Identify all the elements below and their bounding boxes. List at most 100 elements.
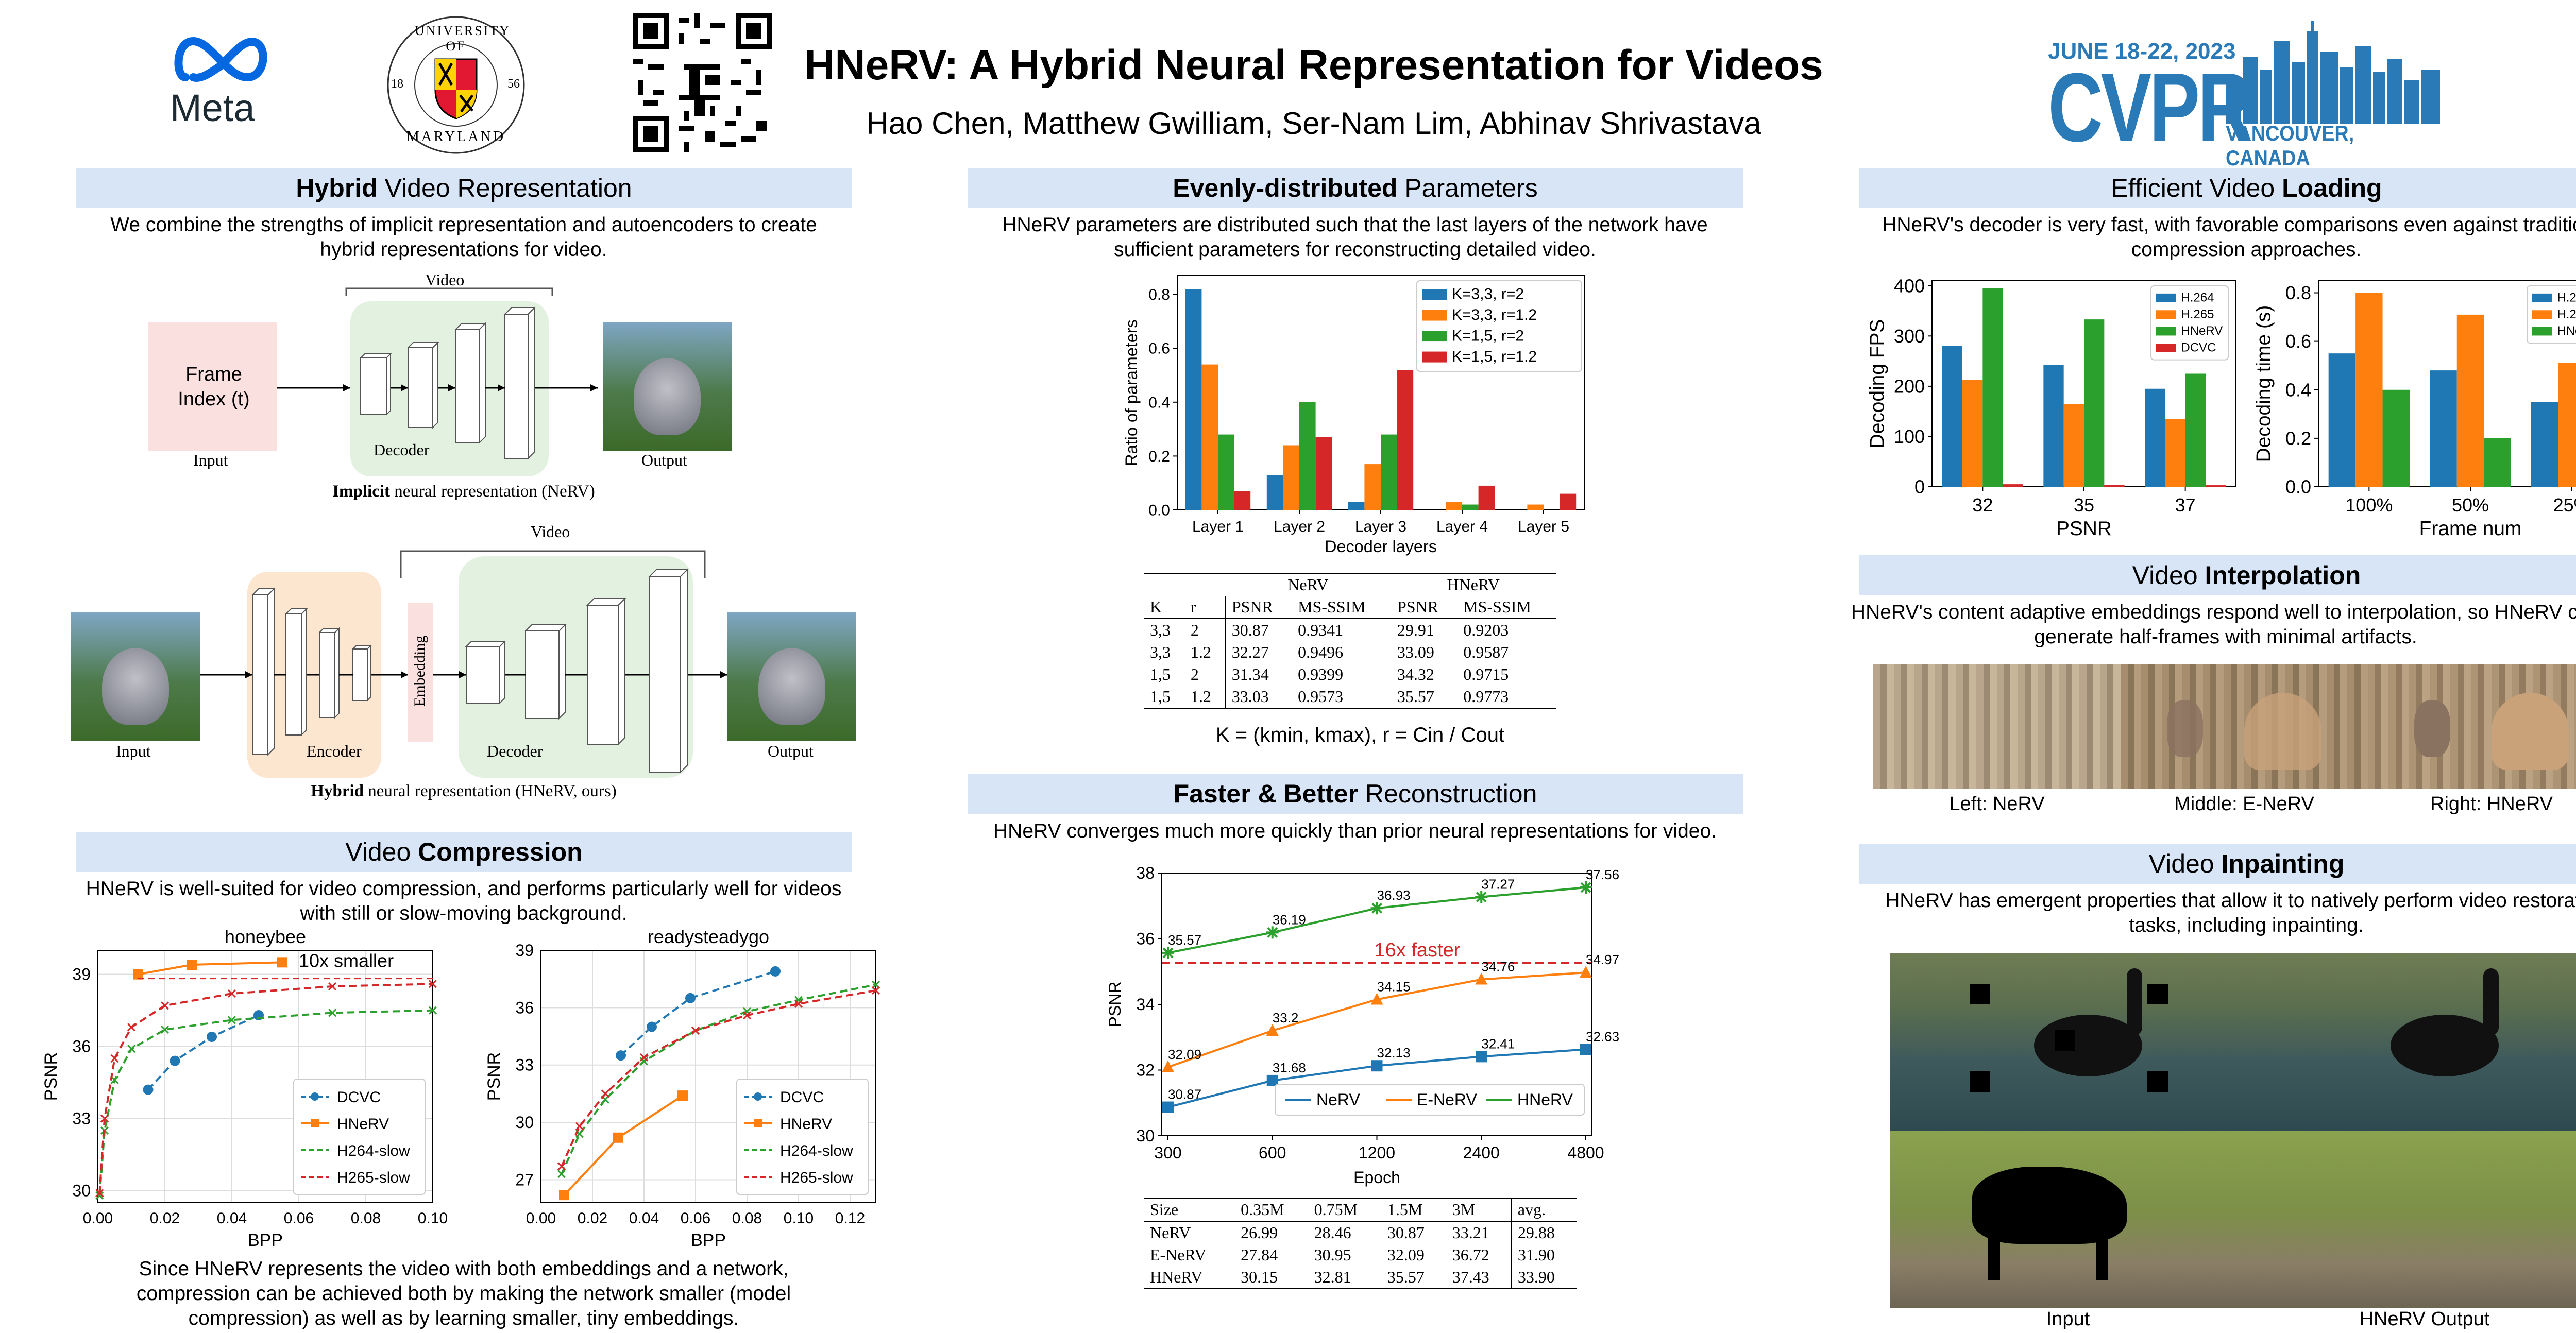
qr-code[interactable] [633, 13, 772, 152]
compression-body: HNeRV is well-suited for video compressi… [86, 878, 842, 925]
data-point [328, 982, 337, 991]
honeybee-chart: honeybee 0.00 0.02 0.04 0.06 0.08 0.10 30 33 36 39… [41, 926, 448, 1250]
hybrid-caption: Hybrid neural representation (HNeRV, our… [155, 782, 773, 801]
loading-header: Efficient Video Loading [1859, 168, 2576, 208]
y-tick-label: 0.0 [2285, 476, 2311, 498]
hybrid-caption-rest: neural representation (HNeRV, ours) [364, 782, 617, 800]
interp-frame-middle [2121, 664, 2368, 789]
swan-neck [2483, 968, 2499, 1035]
mask-square [2147, 1071, 2168, 1092]
meta-infinity-icon [174, 37, 267, 82]
x-axis-label: Epoch [1353, 1168, 1400, 1187]
bar [2430, 370, 2457, 487]
bar [2003, 484, 2023, 487]
cvpr-date: JUNE 18-22, 2023 [2048, 39, 2236, 64]
legend-label: HNeRV [337, 1116, 389, 1133]
data-point [685, 993, 696, 1003]
data-label: 37.27 [1481, 877, 1515, 892]
bar [2043, 365, 2064, 487]
loading-header-bold: Loading [2282, 174, 2382, 202]
series-line [561, 983, 876, 1175]
x-axis-label: PSNR [2056, 518, 2112, 540]
faster-header: Faster & Better Reconstruction [968, 774, 1743, 814]
bar [1982, 288, 2003, 487]
chart-title: honeybee [225, 926, 306, 947]
x-tick-label: Layer 4 [1436, 518, 1488, 535]
bar [1942, 346, 1962, 487]
bar [2165, 419, 2185, 487]
x-tick-label: Layer 1 [1192, 518, 1244, 535]
x-tick-label: Layer 3 [1355, 518, 1406, 535]
epoch-chart: 30 32 34 36 38 300 600 1200 2400 4800 Epoch PSNR 16x… [1106, 864, 1619, 1187]
data-point [639, 1053, 649, 1062]
mask-square [2055, 1030, 2075, 1051]
legend-swatch [2532, 327, 2552, 336]
inpaint-swan-input [1890, 953, 2246, 1131]
data-point [559, 1190, 569, 1201]
bar [1283, 445, 1299, 510]
bar [1348, 502, 1365, 510]
interp-frame-left [1873, 664, 2121, 789]
plot-frame [540, 950, 876, 1203]
implicit-video-label: Video [425, 270, 465, 289]
bar [1962, 380, 1983, 487]
legend-swatch [2532, 310, 2552, 319]
inpaint-output-label: HNeRV Output [2359, 1308, 2490, 1330]
inpaint-swan-output [2246, 953, 2576, 1131]
faster-header-bold: Faster & Better [1173, 779, 1359, 808]
x-tick-label: 0.12 [835, 1210, 865, 1227]
camel-figure [2492, 693, 2569, 770]
hybrid-diagram: Video Input Encoder Embedding Decoder Ou… [67, 520, 860, 778]
legend-label: K=1,5, r=1.2 [1452, 348, 1537, 365]
data-label: 31.68 [1273, 1060, 1306, 1075]
legend-label: H.265 [2181, 307, 2214, 321]
legend-label: HNeRV [780, 1116, 832, 1133]
implicit-output-frame [603, 322, 732, 451]
legend-swatch [2156, 293, 2176, 302]
y-tick-label: 27 [515, 1170, 534, 1189]
legend-label: H.264 [2181, 290, 2214, 304]
bar [1462, 504, 1479, 510]
bunny-figure [634, 358, 701, 435]
x-tick-label: 0.04 [217, 1210, 247, 1227]
inpaint-body: HNeRV has emergent properties that allow… [1885, 890, 2576, 936]
params-header-rest: Parameters [1397, 174, 1538, 202]
interp-label-middle: Middle: E-NeRV [2174, 793, 2314, 815]
data-label: 33.2 [1273, 1010, 1299, 1026]
legend-label: K=3,3, r=1.2 [1452, 306, 1537, 323]
data-point [95, 1191, 104, 1200]
data-point [601, 1089, 610, 1098]
data-point [647, 1021, 657, 1032]
legend-label: H.265 [2557, 307, 2576, 321]
table-header: 3M [1446, 1198, 1512, 1221]
cow-leg [1988, 1234, 2000, 1280]
y-axis-label: Decoding time (s) [2252, 305, 2275, 463]
legend-label: HNeRV [2557, 324, 2576, 338]
x-tick-label: 37 [2175, 494, 2196, 516]
x-tick-label: 1200 [1359, 1143, 1395, 1162]
x-tick-label: 4800 [1567, 1143, 1604, 1162]
data-point [1162, 1101, 1174, 1113]
data-point [227, 989, 236, 998]
hybrid-input-label: Input [116, 742, 151, 760]
bar [1478, 485, 1495, 510]
umd-seal: UNIVERSITY OF MARYLAND 18 56 [384, 13, 528, 157]
legend-swatch [1422, 289, 1447, 300]
table-row: 3,3 2 30.87 0.9341 29.91 0.9203 [1144, 619, 1556, 641]
legend-box [736, 1079, 869, 1195]
data-point [613, 1132, 623, 1143]
implicit-diagram: Video Frame Index (t) Input Decoder Outp… [144, 265, 804, 497]
x-tick-label: 0.04 [629, 1210, 659, 1227]
bar [1234, 491, 1251, 510]
inpaint-header: Video Inpainting [1859, 844, 2576, 884]
legend-label: HNeRV [1517, 1090, 1573, 1109]
bar [1364, 464, 1381, 510]
camel-figure [2167, 700, 2203, 757]
table-header: MS-SSIM [1463, 597, 1531, 616]
y-tick-label: 33 [72, 1109, 91, 1128]
y-tick-label: 30 [1136, 1126, 1155, 1145]
x-tick-label: 0.00 [526, 1210, 556, 1227]
bar [2104, 485, 2125, 487]
y-tick-label: 34 [1136, 995, 1155, 1014]
x-tick-label: 50% [2452, 494, 2489, 516]
